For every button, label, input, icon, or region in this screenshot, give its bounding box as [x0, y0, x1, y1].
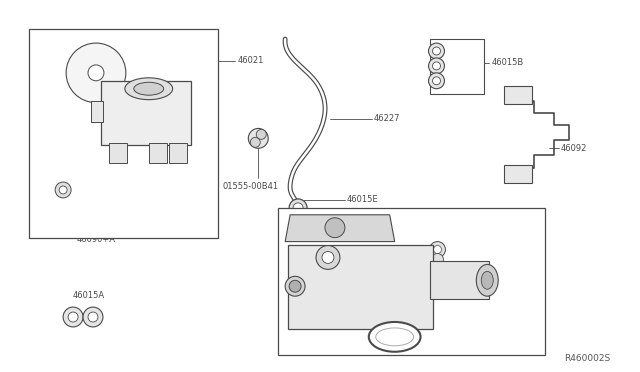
Ellipse shape — [289, 280, 301, 292]
Circle shape — [59, 186, 67, 194]
Text: 46045: 46045 — [372, 257, 398, 266]
Text: 46015K: 46015K — [467, 323, 498, 331]
Circle shape — [63, 307, 83, 327]
Circle shape — [256, 129, 266, 140]
Bar — [504, 165, 532, 183]
Text: R460002S: R460002S — [564, 354, 611, 363]
Circle shape — [66, 43, 126, 103]
Text: 46090: 46090 — [292, 220, 319, 229]
Ellipse shape — [376, 328, 413, 346]
Text: 46015E: 46015E — [347, 195, 378, 204]
Circle shape — [293, 203, 303, 213]
Bar — [429, 39, 484, 94]
Bar — [29, 29, 218, 238]
Bar — [101, 81, 191, 145]
Circle shape — [83, 307, 103, 327]
Bar — [109, 143, 127, 163]
Bar — [278, 208, 545, 355]
Circle shape — [68, 312, 78, 322]
Circle shape — [433, 47, 440, 55]
Circle shape — [250, 137, 260, 147]
Ellipse shape — [285, 276, 305, 296]
Circle shape — [429, 43, 444, 59]
Circle shape — [325, 218, 345, 238]
Bar — [504, 86, 532, 104]
Text: 46090+A: 46090+A — [76, 235, 115, 244]
Circle shape — [55, 182, 71, 198]
Text: 46021: 46021 — [237, 57, 264, 65]
Bar — [91, 101, 103, 122]
Text: 46227: 46227 — [374, 114, 400, 123]
Polygon shape — [285, 215, 395, 241]
Ellipse shape — [125, 78, 173, 100]
Ellipse shape — [369, 322, 420, 352]
Circle shape — [289, 199, 307, 217]
Circle shape — [433, 62, 440, 70]
Circle shape — [429, 73, 444, 89]
Circle shape — [429, 58, 444, 74]
Text: 46015A: 46015A — [73, 291, 105, 300]
Ellipse shape — [134, 82, 164, 95]
Bar — [169, 143, 187, 163]
Bar — [288, 244, 433, 329]
Text: 46092: 46092 — [561, 144, 588, 153]
Text: 46010: 46010 — [501, 240, 527, 249]
Text: 01555-00B41: 01555-00B41 — [223, 182, 278, 190]
Circle shape — [429, 241, 445, 257]
Circle shape — [88, 312, 98, 322]
Circle shape — [431, 253, 444, 265]
Ellipse shape — [476, 264, 498, 296]
Text: 46015B: 46015B — [492, 58, 524, 67]
Circle shape — [316, 246, 340, 269]
Circle shape — [248, 128, 268, 148]
Circle shape — [433, 246, 442, 253]
Bar — [148, 143, 166, 163]
Circle shape — [88, 65, 104, 81]
Circle shape — [433, 77, 440, 85]
Text: 46090A: 46090A — [420, 213, 452, 222]
Text: 4604B: 4604B — [29, 207, 56, 216]
Circle shape — [322, 251, 334, 263]
Ellipse shape — [481, 271, 493, 289]
Bar — [429, 262, 489, 299]
